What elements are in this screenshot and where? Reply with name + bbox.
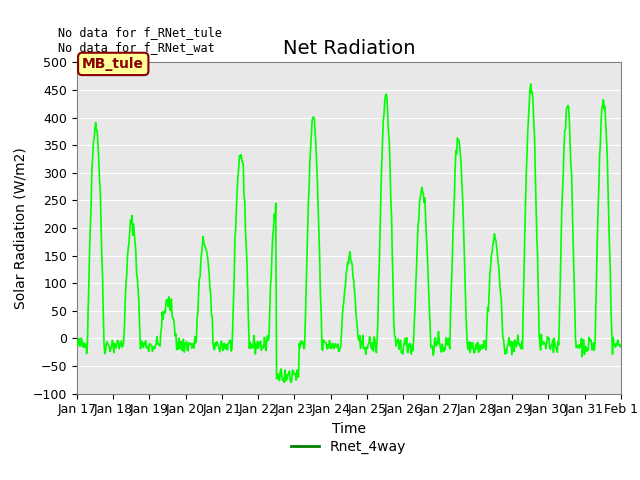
Text: MB_tule: MB_tule	[82, 57, 144, 71]
Text: No data for f_RNet_wat: No data for f_RNet_wat	[58, 41, 214, 54]
Title: Net Radiation: Net Radiation	[282, 39, 415, 58]
Text: No data for f_RNet_tule: No data for f_RNet_tule	[58, 26, 221, 39]
Legend: Rnet_4way: Rnet_4way	[285, 434, 412, 459]
Y-axis label: Solar Radiation (W/m2): Solar Radiation (W/m2)	[13, 147, 27, 309]
X-axis label: Time: Time	[332, 422, 366, 436]
